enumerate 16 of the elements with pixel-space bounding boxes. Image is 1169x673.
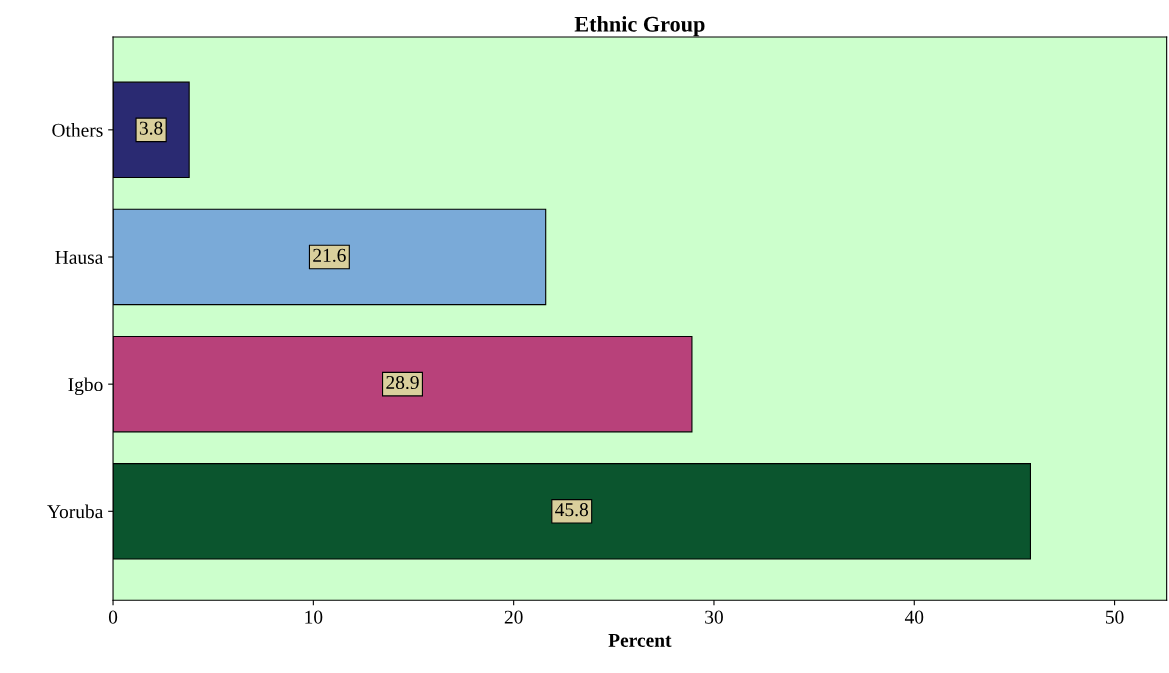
x-axis-title: Percent	[608, 633, 672, 647]
data-label: 45.8	[555, 503, 589, 517]
x-tick-label: 10	[305, 610, 323, 624]
x-tick-label: 30	[705, 610, 723, 624]
x-tick-label: 20	[504, 610, 523, 624]
data-label: 3.8	[139, 121, 163, 135]
x-tick-label: 0	[108, 610, 118, 624]
x-tick-label: 50	[1105, 610, 1124, 624]
data-label: 21.6	[313, 248, 346, 262]
y-tick-label: Others	[52, 123, 103, 137]
y-tick-label: Yoruba	[47, 504, 104, 519]
data-label: 28.9	[386, 375, 419, 390]
chart-title: Ethnic Group	[574, 16, 705, 37]
y-tick-label: Hausa	[55, 251, 104, 264]
x-tick-label: 40	[904, 610, 924, 624]
y-tick-label: Igbo	[68, 377, 103, 396]
